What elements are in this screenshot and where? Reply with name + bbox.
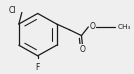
Text: CH₃: CH₃ xyxy=(117,24,131,30)
Text: O: O xyxy=(79,45,85,54)
Text: Cl: Cl xyxy=(8,6,16,15)
Text: O: O xyxy=(89,22,95,31)
Text: F: F xyxy=(36,63,40,72)
